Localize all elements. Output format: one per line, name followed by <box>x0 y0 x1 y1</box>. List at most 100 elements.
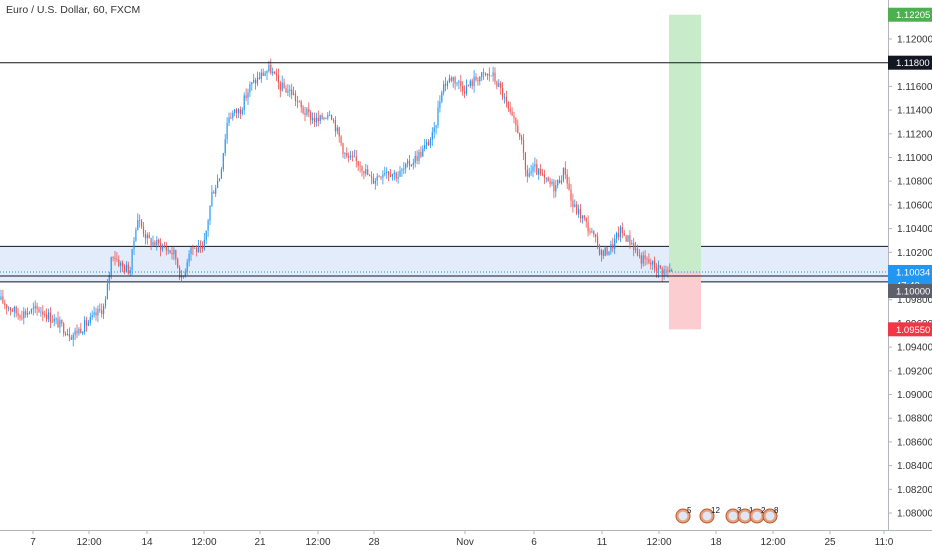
candle-body <box>528 173 530 177</box>
candle-body <box>507 102 509 109</box>
candle-body <box>593 231 595 235</box>
time-tick-label: 12:00 <box>305 537 330 548</box>
candle-body <box>201 246 203 249</box>
candle-body <box>604 247 606 256</box>
candle-body <box>488 73 490 76</box>
candle-body <box>327 115 329 119</box>
candle-body <box>479 76 481 82</box>
candle-body <box>369 174 371 176</box>
candle-body <box>74 330 76 336</box>
candle-body <box>15 306 17 314</box>
candle-body <box>532 166 534 172</box>
time-axis[interactable]: 7 12:00 14 12:00 21 12:00 28 Nov 6 11 12:00 18 12:00… <box>0 530 932 548</box>
candle-body <box>521 136 523 140</box>
event-marker[interactable]: 12 <box>699 506 720 524</box>
event-marker[interactable]: 8 <box>762 506 779 524</box>
candle-body <box>194 247 196 249</box>
candle-body <box>283 82 285 89</box>
candle-body <box>437 107 439 126</box>
candle-body <box>629 235 631 245</box>
candle-body <box>325 118 327 119</box>
candle-body <box>334 120 336 132</box>
candle-body <box>42 311 44 315</box>
candle-body <box>591 231 593 233</box>
economic-events[interactable]: 5 12 3 1 2 8 <box>675 506 779 524</box>
target-price-tag-bg <box>888 7 932 22</box>
candle-body <box>376 176 378 181</box>
candle-body <box>462 85 464 92</box>
candle-body <box>538 168 540 175</box>
candle-body <box>655 267 658 271</box>
candle-body <box>545 177 547 179</box>
candle-body <box>302 107 304 114</box>
candle-body <box>351 155 354 157</box>
event-count-label: 8 <box>774 506 779 515</box>
candle-body <box>262 72 264 76</box>
candle-body <box>82 331 84 334</box>
candle-body <box>25 311 27 315</box>
candle-body <box>353 156 355 158</box>
candle-body <box>63 323 65 334</box>
horizontal-lines[interactable] <box>0 62 888 277</box>
candle-body <box>179 267 181 278</box>
candle-body <box>446 81 449 86</box>
candle-body <box>245 95 247 99</box>
candle-body <box>93 312 95 315</box>
candle-body <box>139 220 141 221</box>
candle-body <box>346 153 348 157</box>
candle-body <box>13 306 15 312</box>
candle-body <box>321 115 323 120</box>
candle-body <box>32 308 34 310</box>
candle-body <box>540 168 542 174</box>
candle-body <box>319 115 321 122</box>
candle-body <box>222 153 224 170</box>
candle-body <box>294 93 297 101</box>
candle-body <box>122 262 124 267</box>
price-axis[interactable]: 1.12000 1.11800 1.11600 1.11400 1.11200 1.110… <box>888 0 932 530</box>
candle-body <box>557 179 559 186</box>
time-tick-label: 21 <box>254 537 266 548</box>
candle-body <box>19 315 21 318</box>
candle-body <box>427 141 430 146</box>
candle-body <box>114 257 116 260</box>
candle-body <box>192 247 194 249</box>
candle-body <box>237 109 240 114</box>
candle-body <box>361 166 363 172</box>
candle-body <box>158 239 160 243</box>
candle-body <box>517 125 519 134</box>
long-position-tool[interactable] <box>669 14 701 330</box>
price-tick-label: 1.11200 <box>897 129 932 140</box>
candle-body <box>355 156 357 161</box>
candle-body <box>391 174 393 177</box>
candle-body <box>502 87 504 98</box>
event-marker[interactable]: 2 <box>749 506 766 524</box>
event-marker[interactable]: 5 <box>675 506 692 524</box>
price-tick-label: 1.08800 <box>897 414 932 425</box>
flag-icon-inner <box>678 511 688 521</box>
candle-body <box>156 239 158 246</box>
candle-body <box>342 143 344 154</box>
candle-body <box>648 259 650 263</box>
candle-body <box>348 156 350 158</box>
candle-body <box>87 322 89 326</box>
candle-body <box>657 265 659 271</box>
candle-body <box>522 139 525 153</box>
candle-body <box>315 117 317 123</box>
candle-body <box>598 245 601 255</box>
candle-body <box>500 83 502 88</box>
event-marker[interactable]: 1 <box>737 506 754 524</box>
candle-body <box>270 64 272 74</box>
candle-body <box>173 249 175 255</box>
candle-body <box>484 72 487 76</box>
candle-body <box>410 164 412 167</box>
candle-body <box>91 314 93 317</box>
candle-body <box>141 220 143 227</box>
candle-body <box>574 204 576 207</box>
candle-body <box>420 151 422 157</box>
candle-body <box>6 304 8 308</box>
candle-body <box>68 334 70 338</box>
candle-body <box>110 257 112 275</box>
candle-body <box>617 233 620 238</box>
candle-body <box>486 73 488 76</box>
